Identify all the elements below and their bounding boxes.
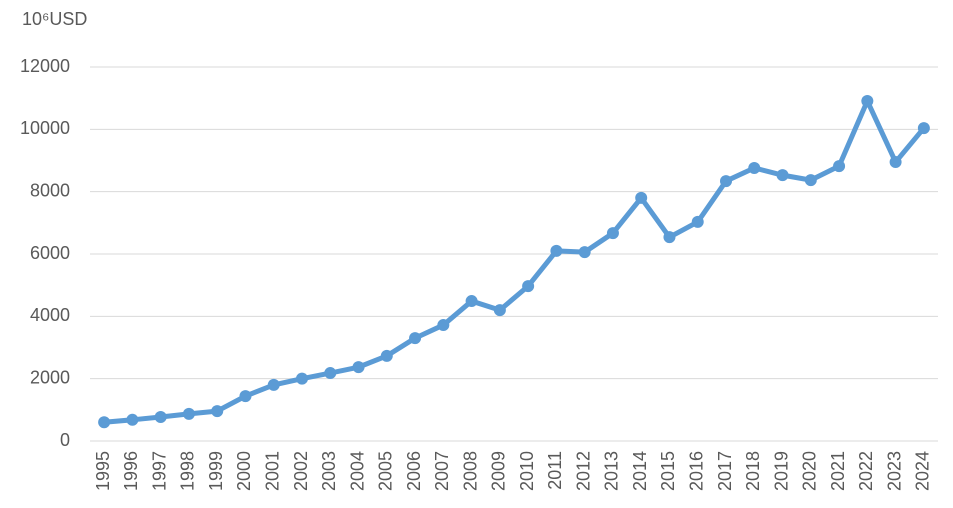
y-tick-label: 0 bbox=[60, 430, 70, 450]
y-axis-label: 10⁶USD bbox=[22, 9, 87, 29]
x-tick-label: 2009 bbox=[489, 451, 509, 491]
x-tick-label: 2018 bbox=[743, 451, 763, 491]
y-tick-label: 6000 bbox=[30, 243, 70, 263]
marker bbox=[691, 215, 704, 228]
marker bbox=[296, 372, 308, 385]
x-tick-label: 2021 bbox=[828, 451, 848, 491]
x-tick-label: 2008 bbox=[460, 451, 480, 491]
x-tick-label: 2015 bbox=[658, 451, 678, 491]
x-tick-label: 2017 bbox=[715, 451, 735, 491]
y-tick-label: 10000 bbox=[20, 118, 70, 138]
marker bbox=[522, 280, 535, 293]
x-tick-label: 2016 bbox=[686, 451, 706, 491]
marker bbox=[635, 191, 648, 204]
line bbox=[103, 98, 926, 425]
marker bbox=[239, 390, 252, 403]
marker bbox=[409, 332, 422, 345]
x-tick-label: 2005 bbox=[376, 451, 396, 491]
marker bbox=[720, 175, 732, 188]
marker bbox=[154, 411, 167, 424]
x-tick-label: 2022 bbox=[856, 451, 876, 491]
x-tick-label: 2013 bbox=[602, 451, 622, 491]
x-tick-label: 2001 bbox=[262, 451, 282, 491]
marker bbox=[606, 227, 619, 240]
marker bbox=[776, 169, 789, 182]
x-tick-label: 2020 bbox=[800, 451, 820, 491]
x-tick-label: 2003 bbox=[319, 451, 339, 491]
marker bbox=[493, 304, 506, 317]
x-tick-label: 2000 bbox=[234, 451, 254, 491]
marker bbox=[804, 174, 817, 187]
x-tick-label: 2019 bbox=[771, 451, 791, 491]
marker bbox=[211, 405, 224, 418]
marker bbox=[267, 378, 280, 391]
marker bbox=[465, 295, 478, 308]
x-tick-label: 2006 bbox=[404, 451, 424, 491]
marker bbox=[833, 160, 846, 173]
marker bbox=[861, 94, 874, 107]
marker bbox=[550, 244, 563, 257]
marker bbox=[126, 413, 139, 426]
marker bbox=[182, 407, 195, 420]
x-tick-label: 1995 bbox=[93, 451, 113, 491]
x-tick-label: 2011 bbox=[545, 451, 565, 490]
x-tick-label: 1997 bbox=[149, 451, 169, 491]
marker bbox=[663, 231, 676, 244]
x-tick-label: 1996 bbox=[121, 451, 141, 491]
y-tick-label: 2000 bbox=[30, 367, 70, 387]
x-tick-label: 1998 bbox=[178, 451, 198, 491]
x-tick-label: 2007 bbox=[432, 451, 452, 491]
marker bbox=[917, 122, 930, 135]
y-tick-label: 12000 bbox=[20, 56, 70, 76]
marker bbox=[98, 416, 111, 429]
marker bbox=[748, 161, 761, 174]
marker bbox=[578, 246, 591, 259]
x-tick-label: 1999 bbox=[206, 451, 226, 491]
x-tick-label: 2024 bbox=[913, 451, 933, 491]
marker bbox=[889, 156, 902, 169]
marker bbox=[437, 319, 450, 332]
x-tick-label: 2010 bbox=[517, 451, 537, 491]
y-tick-label: 4000 bbox=[30, 305, 70, 325]
y-tick-label: 8000 bbox=[30, 180, 70, 200]
x-tick-label: 2023 bbox=[884, 451, 904, 491]
x-tick-label: 2002 bbox=[291, 451, 311, 491]
marker bbox=[352, 361, 365, 374]
x-tick-label: 2014 bbox=[630, 451, 650, 491]
x-tick-label: 2012 bbox=[573, 451, 593, 491]
x-tick-label: 2004 bbox=[347, 451, 367, 491]
marker bbox=[380, 349, 393, 362]
marker bbox=[324, 367, 337, 380]
